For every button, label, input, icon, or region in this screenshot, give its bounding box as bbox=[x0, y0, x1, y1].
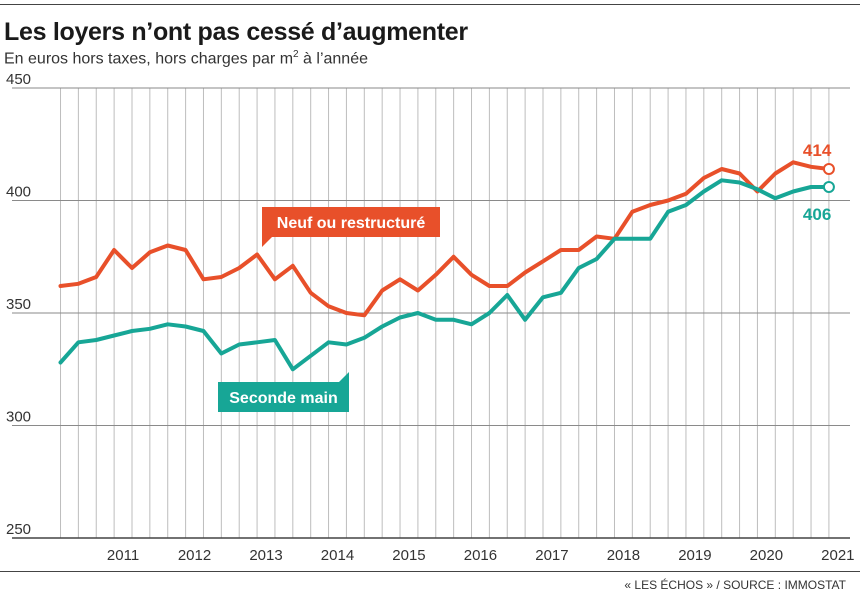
subtitle-superscript: 2 bbox=[293, 49, 299, 60]
series-label-neuf: Neuf ou restructuré bbox=[277, 215, 426, 232]
x-tick-label: 2017 bbox=[535, 547, 568, 564]
subtitle-tail: à l’année bbox=[298, 50, 368, 68]
x-tick-label: 2018 bbox=[607, 547, 640, 564]
y-tick-label: 300 bbox=[6, 409, 31, 426]
end-point-marker bbox=[822, 163, 835, 175]
end-value-label-neuf: 414 bbox=[803, 141, 832, 160]
chart-subtitle: En euros hors taxes, hors charges par m2… bbox=[4, 49, 368, 68]
x-tick-label: 2013 bbox=[249, 547, 282, 564]
series-label-seconde-box bbox=[218, 382, 349, 412]
series-label-neuf-pointer bbox=[262, 237, 272, 247]
end-value-label-seconde: 406 bbox=[803, 205, 831, 224]
series-line-neuf bbox=[58, 160, 831, 318]
subtitle-main: En euros hors taxes, hors charges par m bbox=[4, 50, 294, 68]
y-tick-label: 250 bbox=[6, 521, 31, 538]
x-tick-label: 2012 bbox=[178, 547, 211, 564]
series-line-seconde bbox=[58, 178, 831, 372]
y-tick-label: 400 bbox=[6, 184, 31, 201]
page-title: Les loyers n’ont pas cessé d’augmenter bbox=[4, 18, 468, 46]
y-tick-label: 350 bbox=[6, 296, 31, 313]
top-rule bbox=[0, 4, 860, 5]
series-label-seconde: Seconde main bbox=[229, 390, 337, 407]
x-tick-label: 2014 bbox=[321, 547, 354, 564]
x-tick-label: 2015 bbox=[392, 547, 425, 564]
x-tick-label: 2016 bbox=[464, 547, 497, 564]
y-tick-label: 450 bbox=[6, 71, 31, 88]
bottom-rule bbox=[0, 571, 860, 572]
x-tick-label: 2011 bbox=[107, 547, 139, 564]
series-label-neuf-box bbox=[262, 207, 440, 237]
end-point-marker bbox=[822, 181, 835, 193]
series-label-seconde-pointer bbox=[339, 372, 349, 382]
x-tick-label: 2020 bbox=[750, 547, 783, 564]
source-credit: « LES ÉCHOS » / SOURCE : IMMOSTAT bbox=[624, 578, 846, 592]
x-tick-label: 2019 bbox=[678, 547, 711, 564]
x-tick-label: 2021 bbox=[821, 547, 854, 564]
